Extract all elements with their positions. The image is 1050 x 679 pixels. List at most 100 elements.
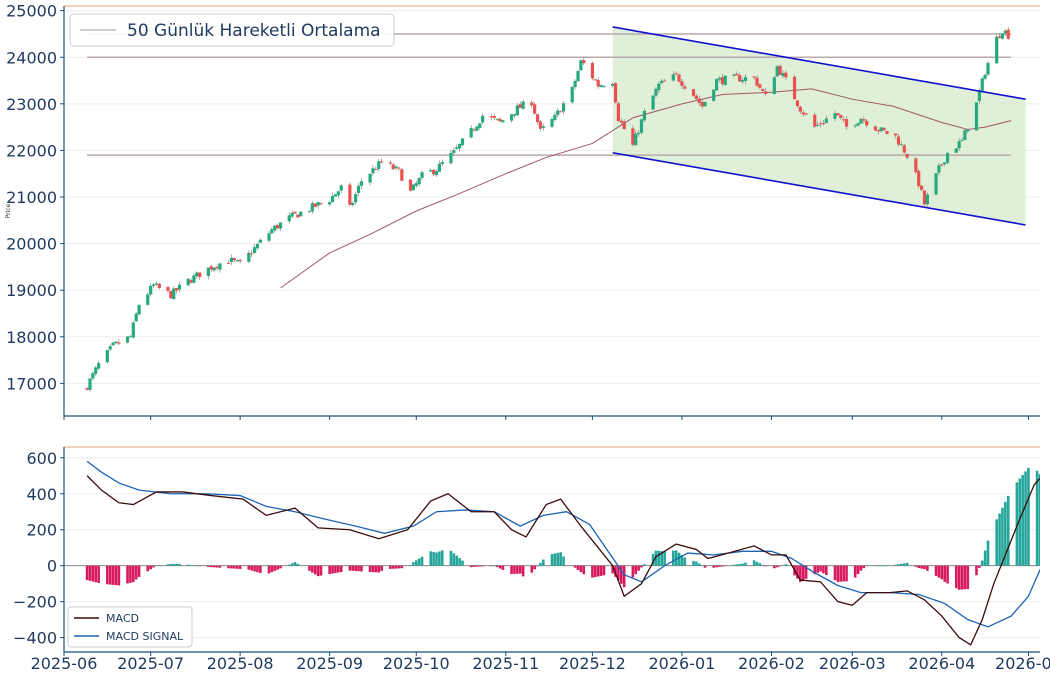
candle-body <box>902 145 906 153</box>
candle-body <box>359 181 364 186</box>
candle-body <box>637 132 641 135</box>
candle-body <box>801 112 805 115</box>
macd-histogram-bar <box>539 562 542 566</box>
macd-histogram-bar <box>458 558 461 566</box>
macd-histogram-bar <box>833 565 837 581</box>
candle-body <box>680 81 684 86</box>
macd-histogram-bar <box>296 563 300 566</box>
candle-body <box>758 84 762 88</box>
macd-histogram-bar <box>978 565 981 568</box>
macd-histogram-bar <box>371 565 375 573</box>
macd-histogram-bar <box>501 565 505 570</box>
macd-histogram-bar <box>926 565 929 571</box>
macd-x-ticks: 2025-06 2025-07 2025-08 2025-09 2025-10 2025-… <box>31 652 1050 673</box>
macd-histogram-bar <box>1018 478 1022 566</box>
candle-body <box>530 102 534 106</box>
candle-body <box>1006 29 1010 39</box>
candle-body <box>943 162 947 165</box>
macd-y-tick-label: 200 <box>26 521 57 540</box>
candle-body <box>752 76 756 78</box>
macd-histogram-bar <box>440 550 444 566</box>
macd-histogram-bar <box>230 565 233 569</box>
candle-body <box>313 203 317 207</box>
macd-histogram-bar <box>920 565 923 569</box>
candle-body <box>535 114 540 123</box>
candle-body <box>293 211 297 214</box>
candle-body <box>697 98 701 103</box>
macd-histogram-bar <box>819 565 822 572</box>
macd-histogram-bar <box>108 565 112 585</box>
macd-histogram-bar <box>452 553 456 566</box>
candle-body <box>885 130 889 134</box>
candle-body <box>111 342 115 346</box>
candle-body <box>149 285 153 295</box>
candle-body <box>250 253 254 255</box>
macd-histogram-bar <box>357 565 360 572</box>
candle-body <box>616 103 621 121</box>
macd-histogram-bar <box>640 565 643 568</box>
macd-histogram-bar <box>235 565 239 569</box>
macd-histogram-bar <box>308 565 311 571</box>
macd-histogram-bar <box>492 565 496 567</box>
candle-body <box>356 185 361 194</box>
macd-histogram-bar <box>313 565 317 575</box>
price-y-tick-label: 23000 <box>6 95 57 114</box>
candle-body <box>538 121 543 129</box>
candle-body <box>117 342 121 344</box>
macd-histogram-bar <box>498 565 502 569</box>
candle-body <box>509 114 514 121</box>
candle-body <box>299 211 303 217</box>
candle-body <box>865 120 869 126</box>
macd-histogram-bar <box>192 565 196 566</box>
candle-body <box>307 211 312 213</box>
macd-histogram-bar <box>602 565 606 576</box>
macd-histogram-bar <box>683 557 687 566</box>
macd-histogram-bar <box>856 565 860 575</box>
candle-body <box>391 164 395 170</box>
candle-body <box>218 263 222 270</box>
macd-histogram-bar <box>400 565 404 569</box>
candle-body <box>974 102 979 131</box>
candle-body <box>570 86 574 103</box>
macd-histogram-bar <box>775 565 779 568</box>
candle-body <box>694 95 698 99</box>
macd-histogram-bar <box>339 565 343 573</box>
price-y-tick-label: 22000 <box>6 141 57 160</box>
macd-histogram-bar <box>914 565 918 567</box>
candle-body <box>582 60 586 64</box>
candle-body <box>862 119 866 121</box>
candle-body <box>619 120 623 123</box>
candle-body <box>691 89 696 97</box>
macd-histogram-bar <box>377 565 381 573</box>
moving-average-line <box>280 88 1012 289</box>
macd-histogram-bar <box>637 565 640 571</box>
candle-body <box>380 161 384 163</box>
macd-histogram-bar <box>692 560 695 566</box>
macd-histogram-bar <box>732 564 736 566</box>
candle-body <box>209 266 213 270</box>
macd-histogram-bar <box>617 565 620 581</box>
price-y-tick-label: 24000 <box>6 48 57 67</box>
macd-histogram-bar <box>114 565 118 586</box>
candle-body <box>238 260 242 262</box>
macd-histogram-bar <box>432 551 435 566</box>
macd-histogram-bar <box>900 563 903 566</box>
macd-histogram-bar <box>697 563 701 566</box>
candle-body <box>772 77 776 95</box>
macd-histogram-bar <box>570 565 574 566</box>
macd-histogram-bar <box>420 556 424 566</box>
macd-x-tick-label: 2025-06 <box>31 654 98 673</box>
macd-histogram-bar <box>735 564 739 566</box>
candle-body <box>457 143 462 149</box>
candle-body <box>842 119 846 121</box>
macd-histogram-bar <box>414 560 418 566</box>
macd-histogram-bar <box>259 565 262 574</box>
candle-body <box>397 167 401 169</box>
macd-histogram-bar <box>542 559 545 566</box>
macd-histogram-bar <box>966 565 970 590</box>
macd-histogram-bar <box>247 565 251 570</box>
macd-histogram-bar <box>533 565 536 570</box>
candle-body <box>377 161 381 170</box>
candle-body <box>512 113 517 116</box>
price-y-label: Price <box>5 203 12 218</box>
